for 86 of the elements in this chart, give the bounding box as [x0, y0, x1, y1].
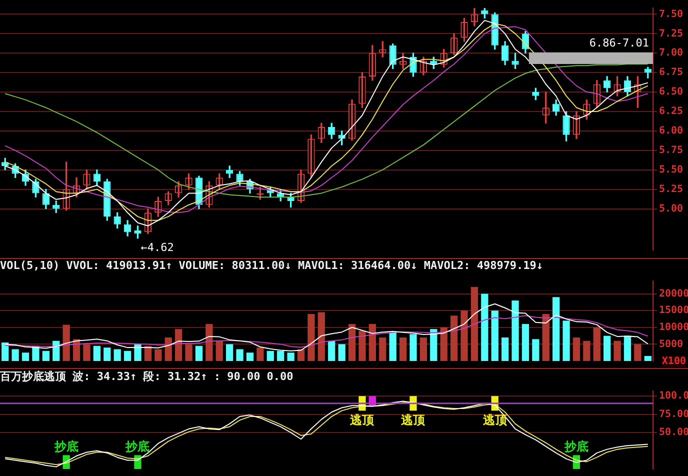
bar	[134, 344, 142, 361]
y-tick-label: 6.50	[659, 86, 684, 98]
bar	[410, 334, 417, 361]
bar	[226, 344, 234, 361]
bar	[389, 332, 396, 361]
bar	[593, 327, 600, 361]
bar	[368, 324, 376, 361]
y-tick-label: 7.50	[659, 8, 684, 20]
y-tick-label: 5.00	[659, 203, 684, 214]
band-label: 6.86-7.01	[589, 36, 649, 50]
data-label: 逃顶	[400, 412, 426, 427]
data-label: 抄底	[53, 439, 78, 454]
bar	[460, 310, 468, 361]
bar	[481, 294, 488, 361]
data-label: 逃顶	[349, 412, 376, 427]
y-tick-label: 7.25	[659, 28, 684, 40]
bar	[12, 349, 19, 361]
bar	[256, 348, 264, 361]
bar	[348, 324, 356, 361]
data-label: 抄底	[124, 439, 150, 454]
chart-title: VOL(5,10) VVOL: 419013.91↑ VOLUME: 80311.00↓ MAVOL1: 316464.00↓ MAVOL2: 498979.19↓	[0, 259, 544, 273]
bar	[104, 348, 111, 361]
bar	[154, 349, 162, 361]
bar	[195, 346, 203, 361]
y-tick-label: 5.50	[659, 164, 684, 176]
bar	[164, 337, 172, 361]
bar	[277, 350, 284, 361]
bar	[552, 297, 560, 361]
bar	[114, 349, 121, 361]
y-tick-label: 5.75	[659, 144, 684, 156]
bar	[328, 340, 336, 361]
y-tick-label: 6.00	[659, 126, 684, 137]
bar	[470, 287, 478, 361]
bar	[124, 350, 132, 361]
bar	[572, 337, 580, 361]
bar	[318, 312, 325, 361]
bar	[62, 324, 70, 361]
y-tick-label: 6.25	[659, 106, 684, 118]
data-label: 逃顶	[482, 412, 508, 427]
bar	[420, 337, 427, 361]
bar	[144, 346, 152, 361]
bar	[491, 310, 498, 361]
data-label: 抄底	[563, 439, 588, 454]
bar	[42, 350, 50, 361]
bar	[246, 352, 254, 361]
bar	[644, 356, 652, 361]
annotation: ←4.62	[140, 241, 174, 254]
chart-title: 百万抄底逃顶 波: 34.33↑ 段: 31.32↑ : 90.00 0.00	[0, 369, 294, 383]
bar	[604, 336, 611, 361]
bar	[542, 314, 550, 361]
y-tick-label: 5000	[659, 338, 684, 350]
bar	[430, 329, 438, 361]
bar	[93, 346, 100, 361]
bar	[287, 352, 294, 361]
bar	[532, 339, 540, 361]
y-axis-title: X100	[662, 356, 686, 367]
bar	[358, 330, 366, 361]
bar	[522, 324, 530, 361]
y-tick-label: 7.00	[659, 48, 684, 59]
bar	[174, 329, 182, 361]
bar	[440, 327, 448, 361]
bar	[338, 344, 346, 361]
y-tick-label: 5.25	[659, 184, 684, 195]
bar	[22, 352, 30, 361]
bar	[236, 349, 244, 361]
bar	[379, 337, 386, 361]
bar	[308, 314, 315, 361]
bar	[399, 337, 407, 361]
bar	[624, 336, 632, 361]
bar	[501, 337, 509, 361]
bar	[583, 340, 590, 361]
bar	[83, 344, 90, 361]
bar	[216, 340, 223, 361]
bar	[72, 339, 80, 361]
bar	[2, 342, 9, 361]
y-tick-label: 6.75	[659, 67, 684, 78]
bar	[634, 344, 642, 361]
bar	[266, 350, 274, 361]
bar	[512, 300, 519, 361]
bar	[297, 349, 305, 361]
bar	[206, 324, 213, 361]
bar	[614, 340, 621, 361]
bar	[562, 320, 570, 361]
bar	[185, 344, 192, 361]
bar	[450, 316, 458, 361]
bar	[52, 340, 60, 361]
